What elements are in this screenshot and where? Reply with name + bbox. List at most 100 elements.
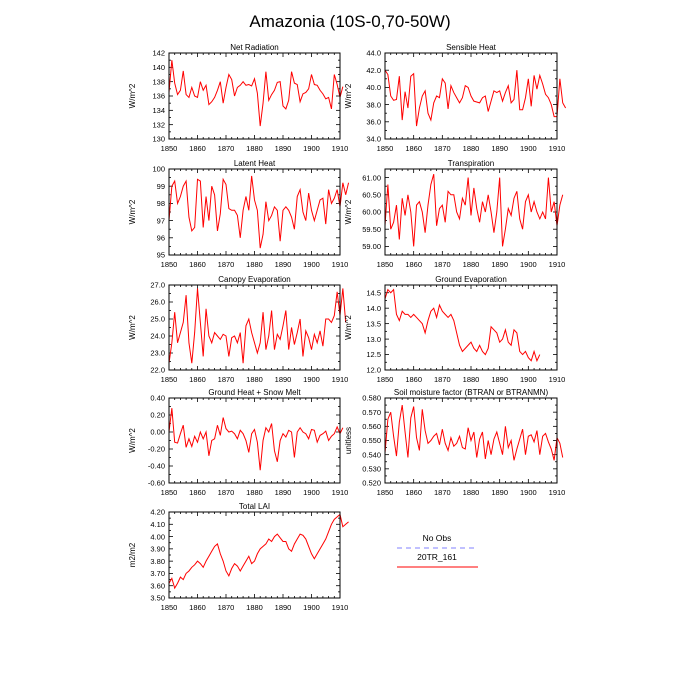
x-tick-label: 1850 xyxy=(161,375,178,384)
x-tick-label: 1860 xyxy=(189,488,206,497)
y-tick-label: 24.0 xyxy=(150,332,165,341)
y-tick-label: 13.5 xyxy=(366,319,381,328)
y-axis-label: W/m^2 xyxy=(344,199,353,224)
chart-panels: Net Radiation W/m^2 1850 1860 1870 1880 1890 19… xyxy=(128,43,567,612)
x-tick-label: 1870 xyxy=(434,488,451,497)
x-tick-label: 1900 xyxy=(303,144,320,153)
y-tick-label: 12.5 xyxy=(366,350,381,359)
y-tick-label: 25.0 xyxy=(150,315,165,324)
panel-title: Canopy Evaporation xyxy=(218,275,291,284)
series-line xyxy=(168,175,350,249)
y-tick-label: 0.570 xyxy=(362,408,381,417)
x-tick-label: 1890 xyxy=(491,488,508,497)
x-tick-label: 1880 xyxy=(246,375,263,384)
y-axis-label: W/m^2 xyxy=(344,83,353,108)
y-tick-label: -0.20 xyxy=(148,445,165,454)
panel-title: Transpiration xyxy=(448,159,494,168)
x-tick-label: 1850 xyxy=(377,144,394,153)
x-tick-label: 1900 xyxy=(520,260,537,269)
legend-label-model: 20TR_161 xyxy=(417,552,457,562)
x-tick-label: 1870 xyxy=(218,144,235,153)
y-tick-label: 34.0 xyxy=(366,135,381,144)
x-tick-label: 1880 xyxy=(246,488,263,497)
y-axis-label: W/m^2 xyxy=(128,199,137,224)
x-tick-label: 1870 xyxy=(434,375,451,384)
x-tick-label: 1900 xyxy=(520,375,537,384)
x-tick-label: 1890 xyxy=(275,144,292,153)
x-tick-label: 1900 xyxy=(520,488,537,497)
y-axis-label: m2/m2 xyxy=(128,542,137,567)
plot-frame xyxy=(384,168,558,256)
y-tick-label: 27.0 xyxy=(150,281,165,290)
y-tick-label: 97 xyxy=(157,216,165,225)
y-tick-label: 3.50 xyxy=(150,594,165,603)
y-tick-label: 22.0 xyxy=(150,366,165,375)
x-tick-label: 1870 xyxy=(218,488,235,497)
x-tick-label: 1910 xyxy=(549,144,566,153)
x-tick-label: 1890 xyxy=(491,144,508,153)
x-tick-label: 1870 xyxy=(218,375,235,384)
chart-panel-5: Ground Evaporation W/m^2 1850 1860 1870 1880 1… xyxy=(344,275,565,384)
x-tick-label: 1900 xyxy=(303,603,320,612)
x-tick-label: 1890 xyxy=(491,260,508,269)
y-tick-label: 60.00 xyxy=(362,208,381,217)
x-tick-label: 1900 xyxy=(520,144,537,153)
y-tick-label: 59.50 xyxy=(362,225,381,234)
y-tick-label: 14.5 xyxy=(366,288,381,297)
chart-panel-8: Total LAI m2/m2 1850 1860 1870 1880 1890 1900 19… xyxy=(128,502,349,612)
x-tick-label: 1880 xyxy=(463,144,480,153)
y-tick-label: -0.40 xyxy=(148,462,165,471)
x-tick-label: 1910 xyxy=(549,375,566,384)
x-tick-label: 1860 xyxy=(405,144,422,153)
x-tick-label: 1860 xyxy=(189,375,206,384)
plot-frame xyxy=(168,284,341,371)
x-tick-label: 1850 xyxy=(377,260,394,269)
y-tick-label: 0.530 xyxy=(362,465,381,474)
y-tick-label: 0.580 xyxy=(362,394,381,403)
y-tick-label: 4.20 xyxy=(150,508,165,517)
figure-title: Amazonia (10S-0,70-50W) xyxy=(249,12,450,31)
x-tick-label: 1870 xyxy=(434,260,451,269)
panel-title: Latent Heat xyxy=(234,159,276,168)
y-axis-label: W/m^2 xyxy=(128,83,137,108)
y-axis-label: W/m^2 xyxy=(128,315,137,340)
x-tick-label: 1850 xyxy=(161,603,178,612)
plot-frame xyxy=(384,284,558,371)
chart-panel-6: Ground Heat + Snow Melt W/m^2 1850 1860 1870… xyxy=(128,388,348,497)
series-line xyxy=(168,288,347,364)
x-tick-label: 1860 xyxy=(405,375,422,384)
panel-title: Net Radiation xyxy=(230,43,278,52)
y-tick-label: 142 xyxy=(152,49,165,58)
y-tick-label: 0.540 xyxy=(362,450,381,459)
y-tick-label: 59.00 xyxy=(362,242,381,251)
x-tick-label: 1850 xyxy=(161,488,178,497)
x-tick-label: 1910 xyxy=(549,260,566,269)
y-tick-label: 3.90 xyxy=(150,545,165,554)
x-tick-label: 1850 xyxy=(161,260,178,269)
y-tick-label: 38.0 xyxy=(366,100,381,109)
x-tick-label: 1910 xyxy=(549,488,566,497)
x-tick-label: 1860 xyxy=(189,603,206,612)
y-tick-label: 36.0 xyxy=(366,118,381,127)
x-tick-label: 1860 xyxy=(189,260,206,269)
plot-frame xyxy=(168,511,341,599)
series-line xyxy=(384,174,564,247)
chart-panel-3: Transpiration W/m^2 1850 1860 1870 1880 1890 19… xyxy=(344,159,565,269)
y-tick-label: 4.10 xyxy=(150,520,165,529)
series-line xyxy=(168,408,344,471)
x-tick-label: 1910 xyxy=(332,260,349,269)
x-tick-label: 1870 xyxy=(434,144,451,153)
x-tick-label: 1890 xyxy=(491,375,508,384)
y-tick-label: 98 xyxy=(157,199,165,208)
y-tick-label: 100 xyxy=(152,165,165,174)
plot-frame xyxy=(384,397,558,484)
y-axis-label: W/m^2 xyxy=(344,315,353,340)
x-tick-label: 1880 xyxy=(246,260,263,269)
x-tick-label: 1890 xyxy=(275,260,292,269)
y-tick-label: 60.50 xyxy=(362,191,381,200)
y-tick-label: 3.60 xyxy=(150,581,165,590)
series-line xyxy=(384,404,564,461)
x-tick-label: 1910 xyxy=(332,144,349,153)
y-tick-label: 136 xyxy=(152,92,165,101)
